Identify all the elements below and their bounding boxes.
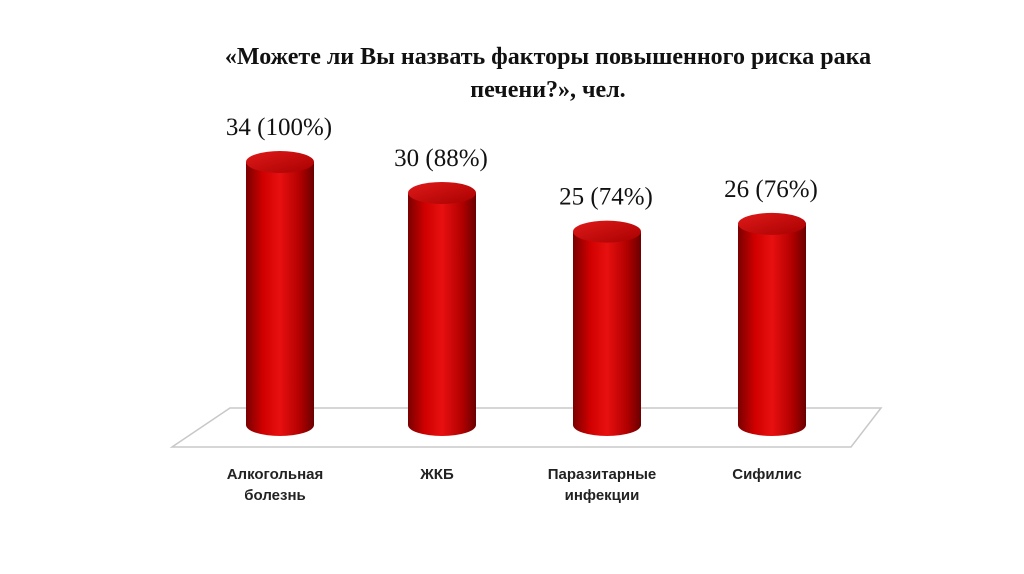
bar-body bbox=[246, 162, 314, 436]
bar-0 bbox=[246, 151, 314, 436]
value-label-1: 30 (88%) bbox=[394, 145, 488, 172]
bar-body bbox=[573, 231, 641, 436]
chart-title: «Можете ли Вы назвать факторы повышенног… bbox=[225, 44, 871, 103]
bar-top bbox=[246, 151, 314, 173]
category-label-0: Алкогольная болезнь bbox=[227, 466, 324, 504]
chart-title-line-2: печени?», чел. bbox=[470, 77, 625, 103]
bar-top bbox=[738, 212, 806, 235]
bar-top bbox=[573, 220, 641, 243]
category-label-3: Сифилис bbox=[732, 466, 802, 483]
category-label-1: ЖКБ bbox=[419, 466, 454, 483]
bar-2 bbox=[573, 220, 641, 436]
value-label-0: 34 (100%) bbox=[226, 114, 332, 141]
bar-body bbox=[408, 192, 476, 436]
chart-floor bbox=[169, 407, 883, 448]
bar-body bbox=[738, 223, 806, 436]
bar-top bbox=[408, 181, 476, 204]
bar-3 bbox=[738, 212, 806, 436]
value-labels-group: 34 (100%) 30 (88%) 25 (74%) 26 (76%) bbox=[226, 114, 818, 211]
value-label-2: 25 (74%) bbox=[559, 184, 653, 211]
category-label-2: Паразитарные инфекции bbox=[548, 466, 657, 504]
category-labels-group: Алкогольная болезнь ЖКБ Паразитарные инфекци… bbox=[227, 466, 802, 504]
bar-1 bbox=[408, 181, 476, 436]
chart-title-line-1: «Можете ли Вы назвать факторы повышенног… bbox=[225, 44, 871, 70]
value-label-3: 26 (76%) bbox=[724, 176, 818, 203]
bars-group bbox=[246, 151, 806, 436]
